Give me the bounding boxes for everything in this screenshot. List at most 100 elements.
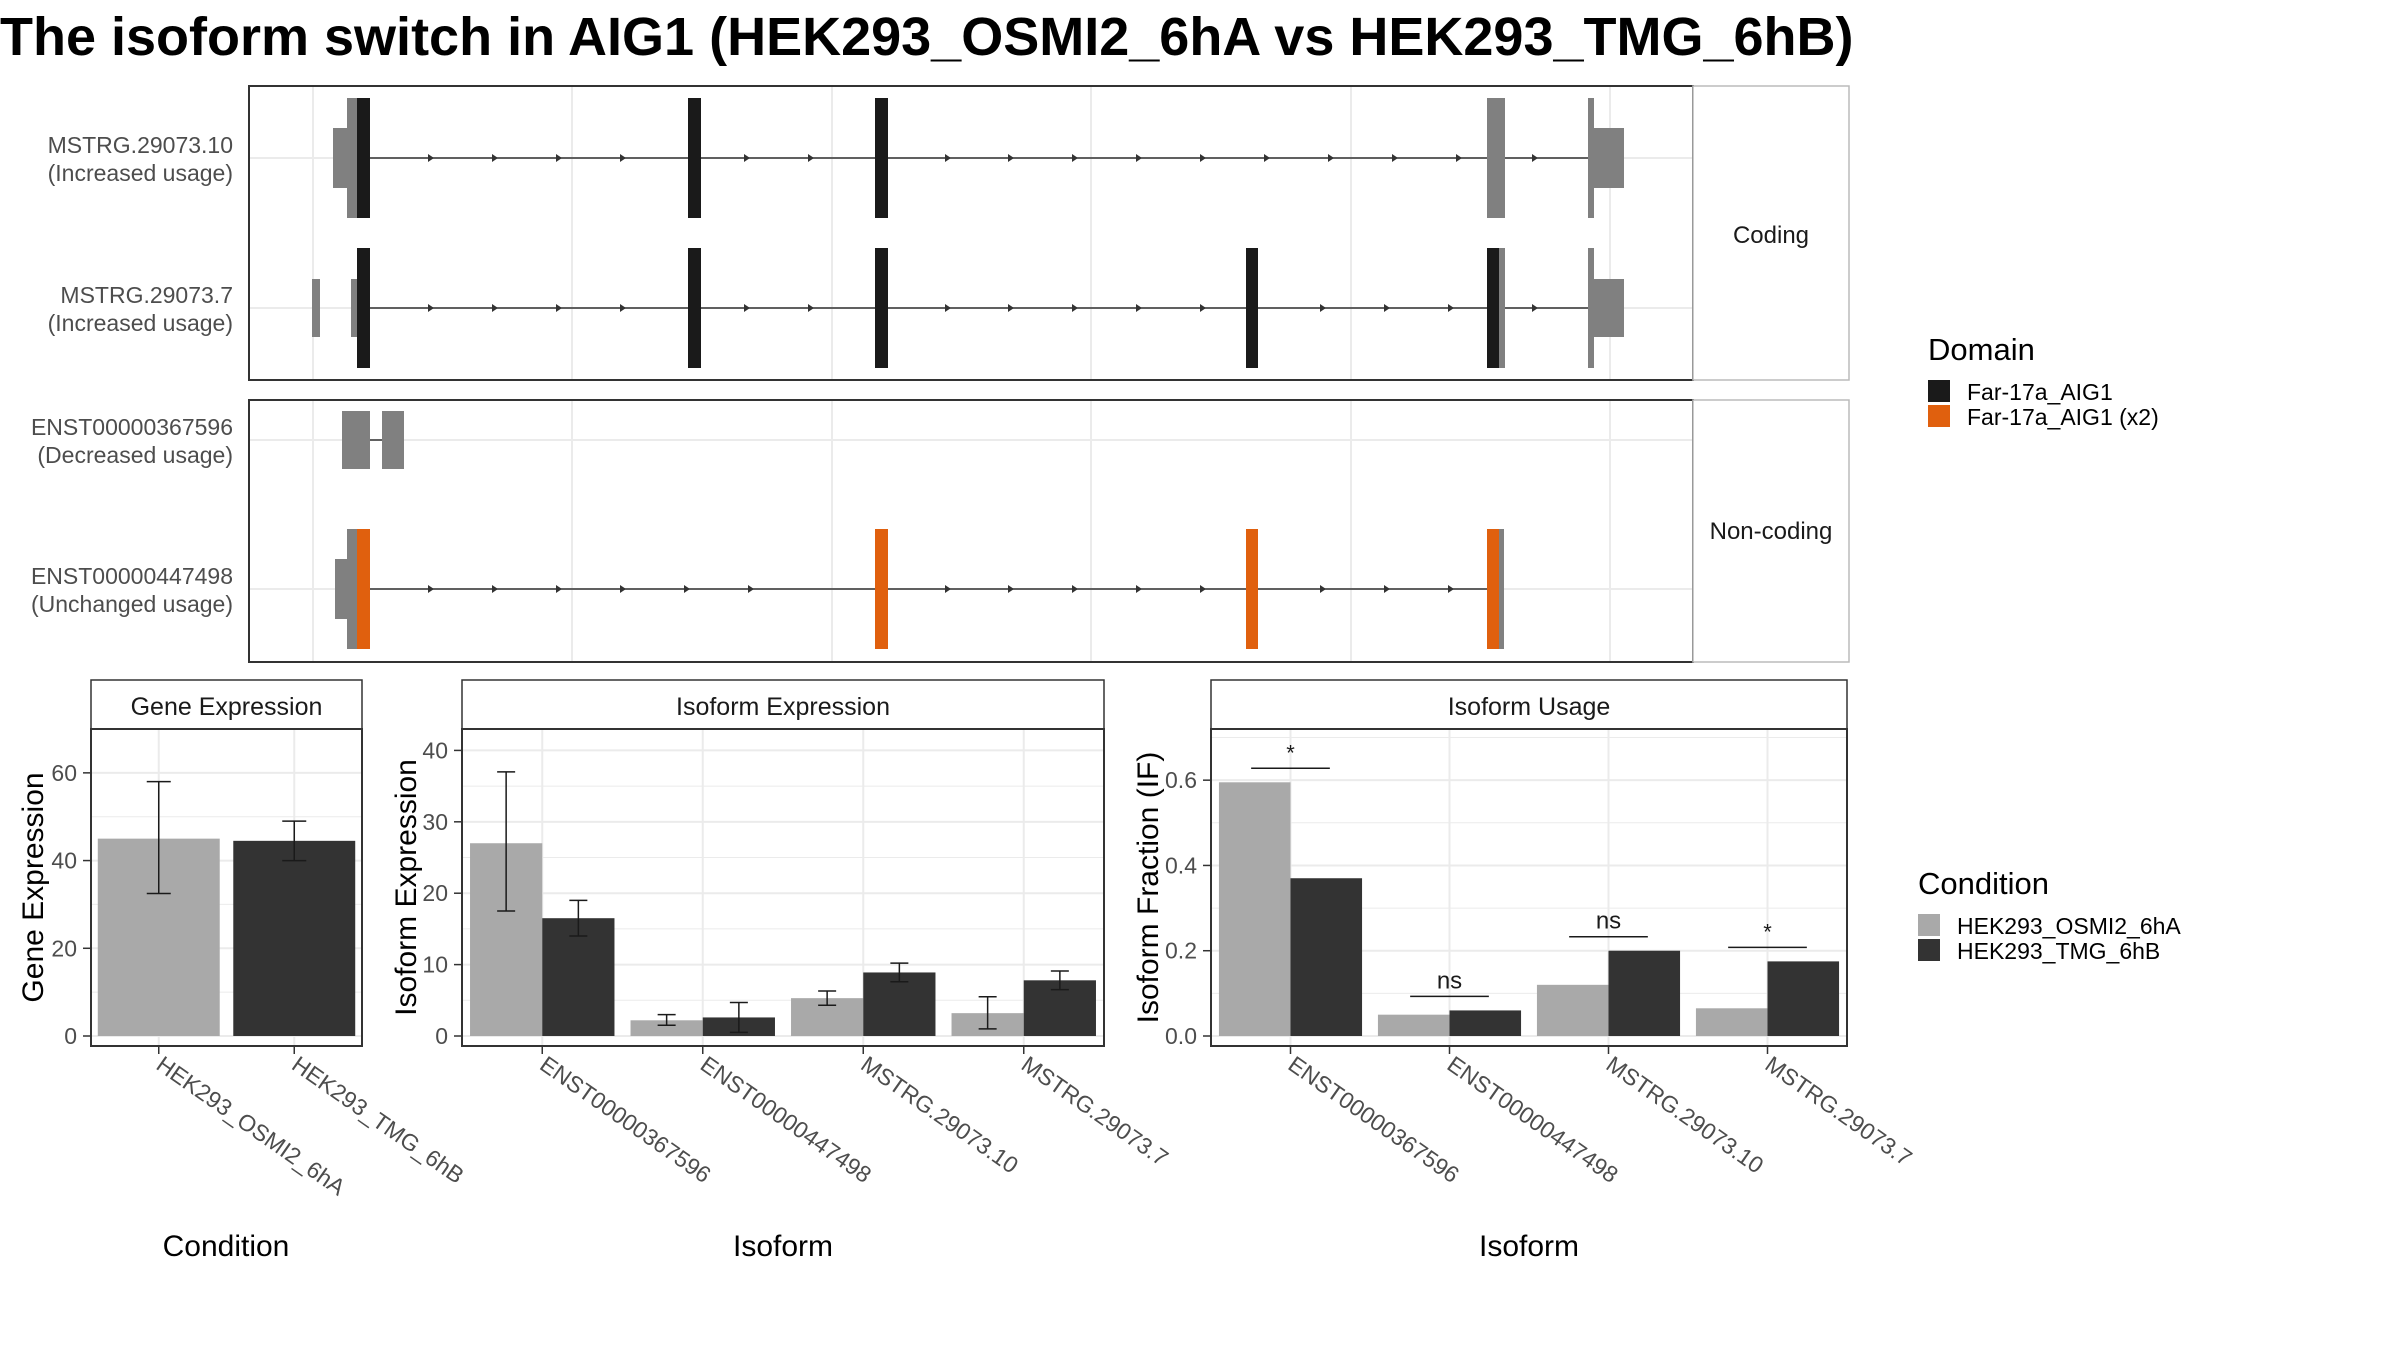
significance-label: ns [1596,908,1621,935]
panel-strip [1210,679,1848,730]
y-axis-title: Gene Expression [17,772,50,1002]
x-axis-title: Isoform [733,1230,833,1263]
error-bars [497,771,1069,1034]
bar [1449,1010,1522,1036]
transcript-label-usage: (Increased usage) [48,160,233,186]
x-tick-label: ENST00000447498 [696,1051,876,1188]
transcript-structure-enst00000367596 [342,411,404,469]
condition-legend-label: HEK293_OSMI2_6hA [1957,913,2181,939]
domain-legend-label: Far-17a_AIG1 [1967,379,2113,405]
domain-legend-swatch [1928,405,1950,427]
x-tick-label: MSTRG.29073.10 [856,1051,1023,1179]
bar-panel-3: Isoform Usage * ns ns * 0.0 0.2 0.4 0.6 ENST00000… [1132,679,1917,1263]
y-tick-label: 0 [435,1023,448,1049]
y-tick-label: 0.0 [1165,1023,1197,1049]
transcript-label-id: MSTRG.29073.7 [60,282,233,308]
x-axis-ticks: ENST00000367596ENST00000447498MSTRG.2907… [1284,1046,1917,1188]
x-tick-label: ENST00000447498 [1443,1051,1623,1188]
condition-legend-swatch [1918,939,1940,961]
bar [233,840,356,1036]
bar [1290,878,1363,1036]
bar [630,1020,703,1036]
panel-strip-title: Isoform Usage [1448,693,1611,721]
transcript-label-id: ENST00000447498 [31,563,233,589]
significance-label: * [1763,919,1772,944]
significance-markers: * ns ns * [1251,740,1807,998]
y-tick-label: 0.2 [1165,938,1197,964]
y-tick-label: 40 [422,737,448,763]
condition-legend-label: HEK293_TMG_6hB [1957,938,2160,964]
x-tick-label: ENST00000367596 [1284,1051,1464,1188]
significance-label: * [1286,740,1295,765]
bar-chart-panels: Gene Expression 0 20 40 60 HEK293_OSMI2_6hAHE… [17,679,1917,1263]
transcript-label-id: MSTRG.29073.10 [48,132,233,158]
y-axis-title: Isoform Fraction (IF) [1132,752,1165,1024]
bar [1377,1014,1450,1036]
noncoding-panel-frame [248,399,1694,663]
bar [863,972,936,1036]
x-tick-label: ENST00000367596 [535,1051,715,1188]
y-tick-label: 30 [422,809,448,835]
x-tick-label: MSTRG.29073.7 [1761,1051,1917,1171]
bar-panel-2: Isoform Expression 0 10 20 30 40 ENST000003675… [390,679,1173,1263]
bars [1218,782,1840,1036]
transcript-label-id: ENST00000367596 [31,414,233,440]
transcript-structure-mstrg-29073-7 [312,248,1624,368]
y-axis-ticks: 0 10 20 30 40 [422,737,462,1049]
bar [1218,782,1291,1036]
coding-strip-label: Coding [1733,222,1809,249]
error-bars [146,780,307,895]
panel-strip-title: Isoform Expression [676,693,890,721]
y-tick-label: 0 [64,1023,77,1049]
transcript-panel: Coding Non-coding [31,85,1850,663]
condition-legend-swatch [1918,914,1940,936]
noncoding-strip-label: Non-coding [1710,518,1833,545]
y-tick-label: 10 [422,952,448,978]
plot-frame [461,728,1105,1047]
bar [1536,984,1609,1036]
plot-frame [1210,728,1848,1047]
x-axis-title: Condition [163,1230,290,1263]
domain-legend-label: Far-17a_AIG1 (x2) [1967,404,2159,430]
plot-frame [90,728,363,1047]
y-tick-label: 60 [51,760,77,786]
y-tick-label: 40 [51,848,77,874]
bar [1608,950,1681,1036]
bar [542,918,615,1036]
transcript-label-usage: (Unchanged usage) [31,591,233,617]
bar-panel-1: Gene Expression 0 20 40 60 HEK293_OSMI2_6hAHE… [17,679,469,1263]
panel-strip [461,679,1105,730]
bar [1767,961,1840,1036]
y-axis-title: Isoform Expression [390,759,423,1016]
condition-legend: Condition HEK293_OSMI2_6hA HEK293_TMG_6h… [1918,866,2181,964]
significance-label: ns [1437,967,1462,994]
y-tick-label: 0.4 [1165,852,1197,878]
condition-legend-title: Condition [1918,866,2049,901]
coding-strip [1692,85,1850,381]
noncoding-strip [1692,399,1850,663]
transcript-label-usage: (Decreased usage) [37,442,233,468]
y-tick-label: 20 [51,935,77,961]
transcript-structure-enst00000447498 [335,529,1504,649]
panel-strip-title: Gene Expression [131,693,323,721]
coding-panel-frame [248,85,1694,381]
y-axis-ticks: 0.0 0.2 0.4 0.6 [1165,767,1211,1049]
x-tick-label: MSTRG.29073.7 [1017,1051,1173,1171]
bars [97,838,356,1036]
transcript-label-usage: (Increased usage) [48,310,233,336]
bar [1695,1008,1768,1036]
y-tick-label: 0.6 [1165,767,1197,793]
y-tick-label: 20 [422,880,448,906]
x-axis-title: Isoform [1479,1230,1579,1263]
x-axis-ticks: ENST00000367596ENST00000447498MSTRG.2907… [535,1046,1173,1188]
figure-title: The isoform switch in AIG1 (HEK293_OSMI2… [0,7,1854,67]
domain-legend-title: Domain [1928,332,2035,367]
transcript-structure-mstrg-29073-10 [333,98,1624,218]
x-tick-label: MSTRG.29073.10 [1602,1051,1769,1179]
y-axis-ticks: 0 20 40 60 [51,760,91,1049]
domain-legend-swatch [1928,380,1950,402]
transcript-labels: MSTRG.29073.10 (Increased usage) MSTRG.2… [31,132,233,617]
domain-legend: Domain Far-17a_AIG1 Far-17a_AIG1 (x2) [1928,332,2159,430]
